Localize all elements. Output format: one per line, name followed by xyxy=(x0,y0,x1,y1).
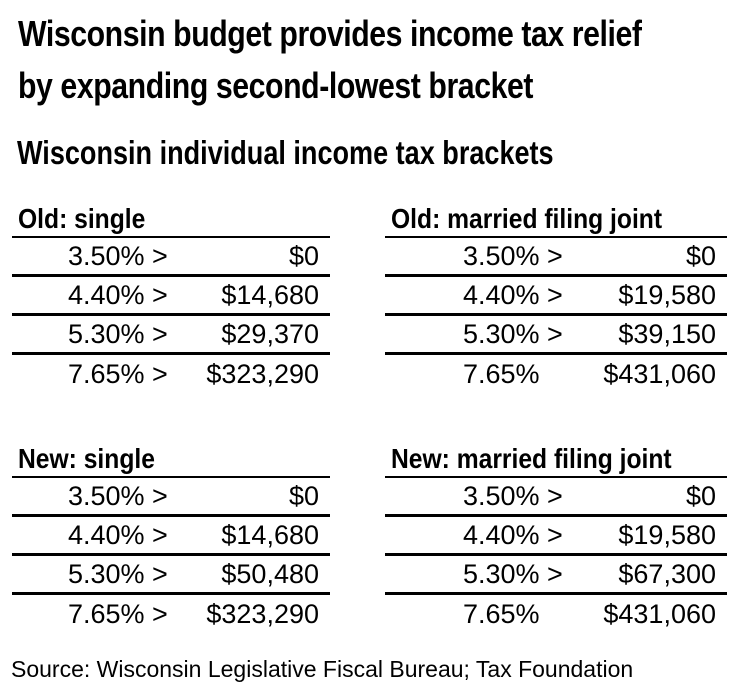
table-label: Old: married filing joint xyxy=(385,202,727,238)
table-label-text: New: married filing joint xyxy=(391,443,672,474)
bracket-table-old-single: Old: single 3.50% > $0 4.40% > $14,680 5… xyxy=(12,202,330,394)
chart-subtitle: Wisconsin individual income tax brackets xyxy=(17,134,554,171)
income-threshold-cell: $0 xyxy=(288,240,319,271)
tax-rate-cell: 5.30% > xyxy=(68,558,168,589)
bracket-row: 5.30% > $50,480 xyxy=(12,556,330,595)
income-threshold-cell: $0 xyxy=(685,240,716,271)
bracket-table-new-married: New: married filing joint 3.50% > $0 4.4… xyxy=(385,442,727,634)
income-threshold-cell: $431,060 xyxy=(603,599,716,629)
bracket-row: 5.30% > $29,370 xyxy=(12,316,330,355)
bracket-row: 4.40% > $14,680 xyxy=(12,277,330,316)
bracket-row: 7.65% $431,060 xyxy=(385,595,727,634)
bracket-row: 7.65% > $323,290 xyxy=(12,355,330,394)
table-label-text: New: single xyxy=(18,443,155,474)
income-threshold-cell: $39,150 xyxy=(618,318,716,349)
income-threshold-cell: $323,290 xyxy=(206,599,319,629)
income-threshold-cell: $0 xyxy=(685,480,716,511)
bracket-row: 3.50% > $0 xyxy=(12,478,330,517)
tax-rate-cell: 4.40% > xyxy=(68,279,168,310)
page-title-line2: by expanding second-lowest bracket xyxy=(18,65,534,106)
source-note: Source: Wisconsin Legislative Fiscal Bur… xyxy=(11,656,634,682)
income-threshold-cell: $29,370 xyxy=(221,318,319,349)
page-title: Wisconsin budget provides income tax rel… xyxy=(18,8,642,112)
bracket-row: 3.50% > $0 xyxy=(385,478,727,517)
income-threshold-cell: $0 xyxy=(288,480,319,511)
income-threshold-cell: $431,060 xyxy=(603,359,716,389)
income-threshold-cell: $50,480 xyxy=(221,558,319,589)
table-label-text: Old: married filing joint xyxy=(391,203,663,234)
bracket-row: 7.65% > $323,290 xyxy=(12,595,330,634)
bracket-table-old-married: Old: married filing joint 3.50% > $0 4.4… xyxy=(385,202,727,394)
income-threshold-cell: $14,680 xyxy=(221,279,319,310)
bracket-row: 3.50% > $0 xyxy=(12,238,330,277)
bracket-row: 3.50% > $0 xyxy=(385,238,727,277)
tax-rate-cell: 4.40% > xyxy=(463,279,563,310)
table-label-text: Old: single xyxy=(18,203,146,234)
tax-rate-cell: 4.40% > xyxy=(68,519,168,550)
tax-rate-cell: 5.30% > xyxy=(463,558,563,589)
tax-rate-cell: 3.50% > xyxy=(68,240,168,271)
income-threshold-cell: $19,580 xyxy=(618,519,716,550)
table-label: New: married filing joint xyxy=(385,442,727,478)
income-threshold-cell: $67,300 xyxy=(618,558,716,589)
tax-rate-cell: 4.40% > xyxy=(463,519,563,550)
bracket-row: 4.40% > $14,680 xyxy=(12,517,330,556)
tax-rate-cell: 3.50% > xyxy=(68,480,168,511)
tax-rate-cell: 3.50% > xyxy=(463,480,563,511)
bracket-row: 4.40% > $19,580 xyxy=(385,517,727,556)
table-label: Old: single xyxy=(12,202,330,238)
income-threshold-cell: $323,290 xyxy=(206,359,319,389)
tax-rate-cell: 7.65% xyxy=(463,599,540,629)
bracket-table-new-single: New: single 3.50% > $0 4.40% > $14,680 5… xyxy=(12,442,330,634)
bracket-row: 5.30% > $39,150 xyxy=(385,316,727,355)
tax-rate-cell: 7.65% xyxy=(463,359,540,389)
income-threshold-cell: $19,580 xyxy=(618,279,716,310)
tax-rate-cell: 5.30% > xyxy=(463,318,563,349)
bracket-row: 4.40% > $19,580 xyxy=(385,277,727,316)
bracket-row: 5.30% > $67,300 xyxy=(385,556,727,595)
bracket-row: 7.65% $431,060 xyxy=(385,355,727,394)
tax-rate-cell: 7.65% > xyxy=(68,599,168,629)
page-title-line1: Wisconsin budget provides income tax rel… xyxy=(18,13,642,54)
income-threshold-cell: $14,680 xyxy=(221,519,319,550)
tax-rate-cell: 3.50% > xyxy=(463,240,563,271)
tax-rate-cell: 5.30% > xyxy=(68,318,168,349)
tax-rate-cell: 7.65% > xyxy=(68,359,168,389)
new-brackets-section: New: single 3.50% > $0 4.40% > $14,680 5… xyxy=(12,442,727,634)
table-label: New: single xyxy=(12,442,330,478)
old-brackets-section: Old: single 3.50% > $0 4.40% > $14,680 5… xyxy=(12,202,727,394)
